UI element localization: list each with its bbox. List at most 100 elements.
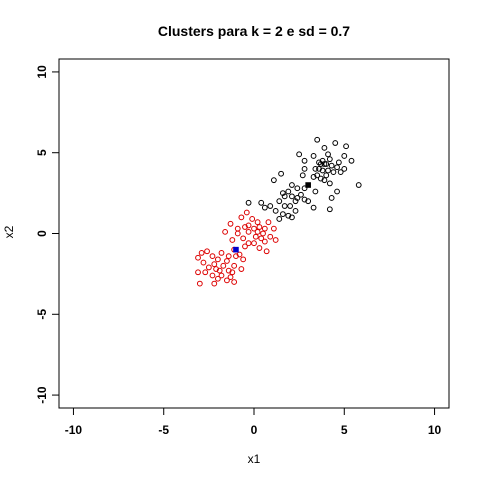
point-cluster-2 — [205, 264, 212, 271]
point-cluster-2 — [251, 225, 257, 232]
point-cluster-1 — [276, 198, 283, 205]
point-cluster-1 — [341, 153, 348, 159]
point-cluster-2 — [238, 266, 245, 272]
point-cluster-1 — [343, 143, 349, 150]
point-cluster-1 — [321, 177, 328, 184]
point-cluster-2 — [200, 259, 207, 266]
point-cluster-1 — [325, 167, 331, 174]
point-cluster-2 — [234, 230, 241, 237]
point-cluster-1 — [296, 151, 303, 158]
point-cluster-2 — [242, 243, 248, 250]
point-cluster-1 — [312, 188, 319, 195]
x-tick-label: -5 — [158, 423, 169, 437]
point-cluster-1 — [337, 169, 344, 176]
point-cluster-1 — [328, 195, 335, 201]
point-cluster-2 — [251, 240, 257, 247]
point-cluster-1 — [326, 156, 333, 163]
point-cluster-1 — [289, 193, 295, 200]
point-cluster-1 — [335, 159, 342, 166]
point-cluster-1 — [355, 182, 362, 188]
point-cluster-1 — [278, 170, 284, 177]
point-cluster-2 — [218, 249, 225, 256]
point-cluster-1 — [330, 169, 337, 176]
point-cluster-1 — [334, 164, 340, 171]
point-cluster-1 — [298, 191, 304, 198]
point-cluster-1 — [312, 165, 319, 172]
point-cluster-1 — [267, 203, 274, 209]
point-cluster-2 — [211, 261, 218, 268]
point-cluster-2 — [267, 233, 274, 240]
point-cluster-2 — [245, 240, 252, 247]
point-cluster-2 — [214, 275, 221, 282]
point-cluster-2 — [243, 209, 250, 216]
point-cluster-2 — [260, 230, 266, 237]
point-cluster-1 — [258, 199, 265, 206]
point-cluster-1 — [281, 203, 288, 209]
point-cluster-2 — [254, 228, 261, 235]
point-cluster-1 — [261, 204, 268, 211]
point-cluster-1 — [305, 198, 312, 205]
point-cluster-1 — [310, 153, 317, 159]
point-cluster-1 — [323, 161, 330, 167]
point-cluster-2 — [225, 253, 232, 260]
point-cluster-2 — [231, 262, 238, 269]
y-axis: -10 -5 0 5 10 — [35, 65, 60, 404]
point-cluster-2 — [254, 219, 261, 226]
point-cluster-1 — [294, 185, 301, 192]
point-cluster-2 — [240, 256, 247, 263]
point-cluster-2 — [195, 269, 201, 276]
y-tick-label: -5 — [35, 309, 49, 320]
point-cluster-1 — [326, 180, 333, 187]
y-tick-label: -10 — [35, 386, 49, 404]
point-cluster-2 — [209, 272, 216, 279]
point-cluster-2 — [204, 248, 210, 255]
point-cluster-1 — [348, 157, 355, 164]
point-cluster-2 — [224, 258, 230, 264]
point-cluster-2 — [227, 274, 234, 281]
point-cluster-2 — [249, 216, 256, 222]
cluster-center-2 — [233, 246, 239, 253]
point-cluster-2 — [209, 253, 216, 260]
point-cluster-1 — [325, 151, 331, 158]
point-cluster-2 — [238, 214, 245, 221]
x-axis-label: x1 — [248, 452, 261, 466]
y-tick-label: 5 — [35, 149, 49, 156]
point-cluster-1 — [310, 204, 317, 211]
point-cluster-1 — [334, 188, 340, 195]
point-cluster-1 — [328, 162, 335, 169]
data-points — [195, 136, 362, 287]
point-cluster-2 — [214, 256, 221, 263]
point-cluster-1 — [281, 193, 288, 200]
point-cluster-1 — [341, 165, 348, 172]
point-cluster-2 — [252, 233, 259, 240]
point-cluster-1 — [321, 144, 328, 151]
point-cluster-1 — [326, 206, 333, 213]
point-cluster-2 — [234, 225, 241, 232]
point-cluster-2 — [222, 228, 229, 235]
point-cluster-2 — [229, 269, 236, 276]
point-cluster-2 — [242, 224, 248, 230]
point-cluster-2 — [198, 249, 205, 256]
point-cluster-1 — [314, 136, 321, 143]
point-cluster-1 — [276, 216, 283, 222]
x-tick-label: 0 — [251, 423, 258, 437]
point-cluster-2 — [227, 220, 234, 227]
point-cluster-2 — [272, 237, 279, 243]
x-axis: -10 -5 0 5 10 — [65, 407, 442, 437]
y-tick-label: 10 — [35, 65, 49, 79]
point-cluster-2 — [211, 280, 218, 287]
point-cluster-1 — [289, 214, 295, 221]
point-cluster-1 — [314, 172, 321, 179]
point-cluster-2 — [233, 253, 239, 260]
point-cluster-2 — [220, 262, 227, 269]
y-axis-label: x2 — [2, 225, 16, 238]
point-cluster-2 — [261, 225, 268, 232]
point-cluster-2 — [261, 238, 268, 245]
point-cluster-2 — [263, 248, 270, 255]
point-cluster-2 — [229, 237, 236, 243]
cluster-center-1 — [305, 182, 311, 188]
point-cluster-1 — [319, 157, 326, 164]
point-cluster-1 — [289, 182, 295, 188]
point-cluster-1 — [319, 167, 326, 174]
